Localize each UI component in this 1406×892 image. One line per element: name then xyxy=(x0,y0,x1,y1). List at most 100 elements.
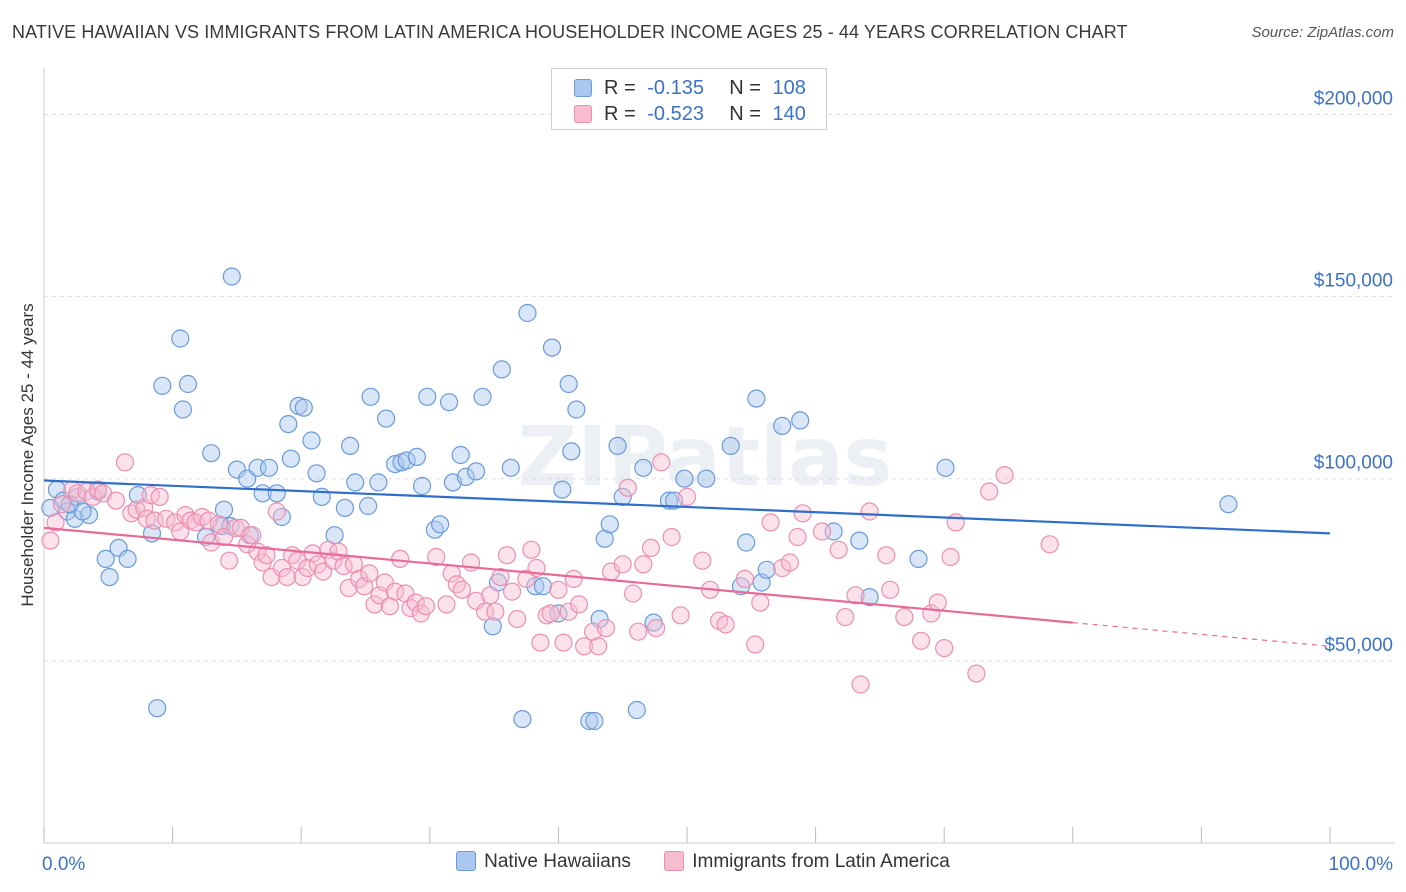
data-point-native-hawaiian xyxy=(513,709,532,729)
data-point-native-hawaiian xyxy=(483,617,502,636)
data-point-native-hawaiian xyxy=(492,360,511,379)
data-point-native-hawaiian xyxy=(222,267,241,286)
data-point-native-hawaiian xyxy=(431,515,450,534)
data-point-immigrant xyxy=(596,618,616,638)
data-point-immigrant xyxy=(846,586,865,605)
data-point-native-hawaiian xyxy=(407,447,426,466)
y-axis-label: Householder Income Ages 25 - 44 years xyxy=(18,303,37,607)
data-point-native-hawaiian xyxy=(386,455,405,474)
data-point-immigrant xyxy=(396,584,415,603)
data-point-immigrant xyxy=(735,569,755,589)
data-point-immigrant xyxy=(634,555,653,574)
data-point-immigrant xyxy=(980,482,999,501)
data-point-immigrant xyxy=(1040,535,1059,554)
data-point-immigrant xyxy=(508,609,527,629)
data-point-immigrant xyxy=(995,466,1014,485)
data-point-native-hawaiian xyxy=(440,393,459,412)
data-point-immigrant xyxy=(41,531,60,550)
data-point-immigrant xyxy=(272,558,291,578)
data-point-native-hawaiian xyxy=(909,549,928,569)
data-point-immigrant xyxy=(935,638,954,658)
series-legend: Native Hawaiians Immigrants from Latin A… xyxy=(0,851,1406,873)
legend-swatch-blue xyxy=(456,851,477,871)
data-point-immigrant xyxy=(693,551,712,570)
data-point-native-hawaiian xyxy=(341,436,360,455)
legend-item-native-hawaiians: Native Hawaiians xyxy=(456,851,631,873)
grid-lines xyxy=(44,113,1395,662)
data-point-immigrant xyxy=(226,518,245,538)
data-point-native-hawaiian xyxy=(307,464,326,483)
x-tick-label: 0.0% xyxy=(42,854,85,875)
data-point-native-hawaiian xyxy=(467,462,486,481)
data-point-immigrant xyxy=(559,602,578,621)
data-point-immigrant xyxy=(262,567,281,587)
data-point-immigrant xyxy=(437,595,456,614)
data-point-immigrant xyxy=(751,593,770,612)
data-point-immigrant xyxy=(115,453,135,472)
data-point-native-hawaiian xyxy=(456,467,475,486)
data-point-immigrant xyxy=(238,535,257,554)
trend-line-dashed xyxy=(1072,622,1331,647)
data-point-native-hawaiian xyxy=(451,445,470,465)
legend-r-value: -0.135 xyxy=(647,77,704,99)
data-point-immigrant xyxy=(447,575,466,594)
data-point-immigrant xyxy=(416,597,435,616)
data-point-immigrant xyxy=(145,511,164,530)
trend-lines xyxy=(43,479,1331,647)
zipatlas-watermark: ZIPatlas xyxy=(518,410,893,505)
data-point-native-hawaiian xyxy=(281,449,300,468)
legend-n-label: N = xyxy=(729,77,761,99)
data-point-immigrant xyxy=(574,637,594,656)
legend-r-label: R = xyxy=(604,77,636,99)
y-tick-label: $150,000 xyxy=(1314,271,1393,292)
data-point-native-hawaiian xyxy=(773,416,792,435)
data-point-native-hawaiian xyxy=(757,560,776,579)
data-point-immigrant xyxy=(780,553,800,572)
data-point-immigrant xyxy=(157,509,176,528)
data-point-immigrant xyxy=(46,513,65,532)
data-point-immigrant xyxy=(564,569,583,589)
data-point-immigrant xyxy=(541,604,560,623)
data-point-native-hawaiian xyxy=(361,387,380,406)
data-point-native-hawaiian xyxy=(100,567,119,587)
correlation-legend: R = -0.135 N = 108 R = -0.523 N = 140 xyxy=(551,68,827,130)
data-point-immigrant xyxy=(339,578,358,598)
y-tick-labels: $50,000 $100,000 $150,000 $200,000 xyxy=(1314,88,1393,655)
chart-title: NATIVE HAWAIIAN VS IMMIGRANTS FROM LATIN… xyxy=(12,22,1128,42)
legend-n-label: N = xyxy=(729,103,761,125)
data-point-native-hawaiian xyxy=(397,451,416,470)
legend-series-name: Native Hawaiians xyxy=(484,851,631,872)
data-point-native-hawaiian xyxy=(1219,495,1238,514)
x-tick-label: 100.0% xyxy=(1329,854,1394,875)
data-point-native-hawaiian xyxy=(369,473,388,492)
data-point-native-hawaiian xyxy=(697,469,716,488)
legend-r-label: R = xyxy=(604,103,636,125)
data-point-native-hawaiian xyxy=(377,409,396,428)
series-immigrants-latin-america xyxy=(41,453,1059,694)
data-point-immigrant xyxy=(220,551,239,570)
data-point-native-hawaiian xyxy=(178,374,198,394)
data-point-native-hawaiian xyxy=(202,444,221,463)
data-point-immigrant xyxy=(788,527,807,547)
data-point-native-hawaiian xyxy=(791,411,810,430)
data-point-immigrant xyxy=(476,602,495,621)
legend-n-value: 108 xyxy=(772,77,806,99)
trend-line-solid xyxy=(43,526,1073,624)
data-point-immigrant xyxy=(531,633,550,652)
data-point-native-hawaiian xyxy=(595,529,614,548)
data-point-native-hawaiian xyxy=(259,458,279,477)
y-tick-label: $50,000 xyxy=(1324,635,1393,656)
data-point-native-hawaiian xyxy=(559,374,578,394)
data-point-immigrant xyxy=(391,549,410,569)
data-point-native-hawaiian xyxy=(608,436,627,455)
data-point-native-hawaiian xyxy=(279,415,298,434)
data-point-native-hawaiian xyxy=(518,303,537,323)
svg-text:ZIPatlas: ZIPatlas xyxy=(518,410,893,505)
legend-swatch-pink xyxy=(574,105,592,123)
data-point-native-hawaiian xyxy=(302,431,321,450)
data-point-immigrant xyxy=(652,453,671,472)
data-point-native-hawaiian xyxy=(634,458,653,477)
data-point-immigrant xyxy=(812,522,832,541)
data-point-immigrant xyxy=(127,500,146,519)
